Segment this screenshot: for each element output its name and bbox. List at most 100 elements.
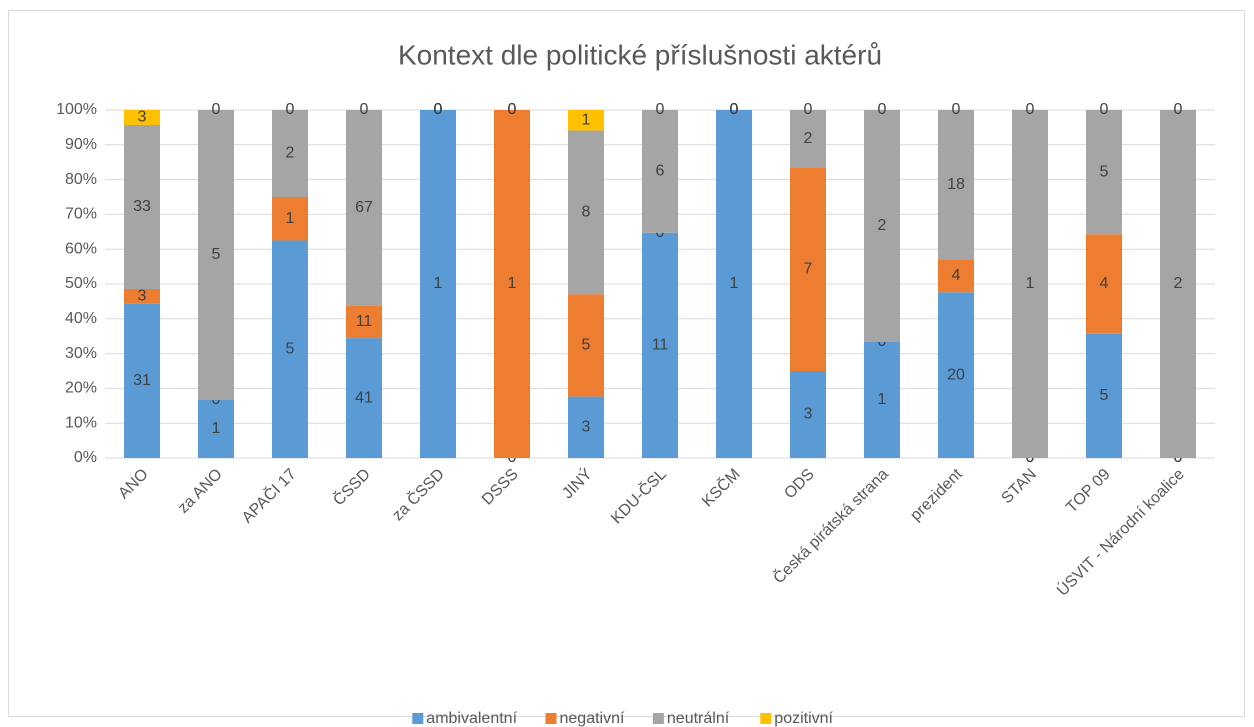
legend-swatch bbox=[545, 713, 557, 724]
bar-segment bbox=[124, 124, 160, 289]
data-label: 1 bbox=[286, 210, 295, 227]
data-label: 2 bbox=[878, 217, 887, 234]
data-label: 0 bbox=[952, 101, 961, 118]
data-label: 0 bbox=[212, 101, 221, 118]
data-label: 0 bbox=[360, 101, 369, 118]
data-label: 3 bbox=[582, 419, 591, 436]
data-label: 33 bbox=[133, 198, 151, 215]
bar-segment bbox=[124, 303, 160, 458]
data-label: 0 bbox=[730, 101, 739, 118]
bar-segment bbox=[790, 168, 826, 371]
data-label: 2 bbox=[286, 145, 295, 162]
y-tick-label: 70% bbox=[65, 206, 97, 223]
data-label: 1 bbox=[582, 111, 591, 128]
bar-segment bbox=[494, 110, 530, 458]
bar-segment bbox=[1160, 110, 1196, 458]
bar-segment bbox=[272, 240, 308, 458]
legend-swatch bbox=[760, 713, 772, 724]
bar-segment bbox=[568, 110, 604, 131]
data-label: 5 bbox=[1100, 387, 1109, 404]
y-tick-label: 80% bbox=[65, 171, 97, 188]
data-label: 0 bbox=[1100, 101, 1109, 118]
y-tick-label: 90% bbox=[65, 136, 97, 153]
data-label: 0 bbox=[286, 101, 295, 118]
data-label: 31 bbox=[133, 372, 151, 389]
data-label: 3 bbox=[804, 406, 813, 423]
data-label: 11 bbox=[652, 337, 669, 354]
data-label: 1 bbox=[434, 275, 443, 292]
bar-segment bbox=[346, 338, 382, 458]
data-label: 0 bbox=[508, 101, 517, 118]
bar-segment bbox=[568, 294, 604, 397]
legend-label: neutrální bbox=[667, 710, 730, 727]
data-label: 4 bbox=[1100, 275, 1109, 292]
data-label: 4 bbox=[952, 267, 961, 284]
bar-segment bbox=[642, 110, 678, 233]
bar-segment bbox=[346, 110, 382, 306]
chart-frame bbox=[8, 10, 1245, 717]
data-label: 5 bbox=[1100, 163, 1109, 180]
bar-segment bbox=[1086, 110, 1122, 235]
bar-segment bbox=[568, 130, 604, 295]
y-tick-label: 100% bbox=[56, 101, 97, 118]
bar-segment bbox=[1086, 333, 1122, 458]
data-label: 0 bbox=[730, 101, 739, 118]
bar-segment bbox=[864, 342, 900, 458]
data-label: 7 bbox=[804, 261, 813, 278]
bar-segment bbox=[420, 110, 456, 458]
data-label: 1 bbox=[508, 275, 517, 292]
y-tick-label: 20% bbox=[65, 380, 97, 397]
bar-segment bbox=[198, 400, 234, 458]
data-label: 6 bbox=[656, 163, 665, 180]
legend-label: ambivalentní bbox=[426, 710, 517, 727]
y-tick-label: 50% bbox=[65, 275, 97, 292]
data-label: 0 bbox=[434, 101, 443, 118]
data-label: 11 bbox=[356, 313, 373, 330]
bar-segment bbox=[124, 288, 160, 304]
data-label: 18 bbox=[947, 176, 965, 193]
y-tick-label: 60% bbox=[65, 240, 97, 257]
legend-label: negativní bbox=[560, 710, 625, 727]
data-label: 0 bbox=[656, 101, 665, 118]
data-label: 0 bbox=[804, 101, 813, 118]
y-tick-label: 40% bbox=[65, 310, 97, 327]
data-label: 0 bbox=[730, 101, 739, 118]
bar-segment bbox=[124, 110, 160, 125]
data-label: 20 bbox=[947, 366, 965, 383]
bar-segment bbox=[716, 110, 752, 458]
data-label: 3 bbox=[138, 288, 147, 305]
data-label: 1 bbox=[878, 391, 887, 408]
data-label: 1 bbox=[1026, 275, 1035, 292]
bar-segment bbox=[272, 110, 308, 197]
data-label: 2 bbox=[804, 130, 813, 147]
bar-segment bbox=[938, 259, 974, 293]
data-label: 8 bbox=[582, 204, 591, 221]
data-label: 0 bbox=[434, 101, 443, 118]
data-label: 1 bbox=[730, 275, 739, 292]
bar-segment bbox=[1086, 234, 1122, 334]
legend-swatch bbox=[412, 713, 424, 724]
bar-segment bbox=[568, 396, 604, 458]
bar-segment bbox=[864, 110, 900, 342]
data-label: 1 bbox=[212, 420, 221, 437]
bar-segment bbox=[790, 371, 826, 458]
bar-segment bbox=[346, 305, 382, 339]
data-label: 0 bbox=[1174, 101, 1183, 118]
data-label: 5 bbox=[286, 340, 295, 357]
data-label: 5 bbox=[212, 246, 221, 263]
data-label: 0 bbox=[434, 101, 443, 118]
data-label: 0 bbox=[1026, 101, 1035, 118]
data-label: 41 bbox=[355, 389, 373, 406]
data-label: 2 bbox=[1174, 275, 1183, 292]
bar-segment bbox=[938, 292, 974, 458]
bar-segment bbox=[272, 197, 308, 241]
bar-segment bbox=[938, 110, 974, 260]
bar-segment bbox=[790, 110, 826, 168]
legend-swatch bbox=[652, 713, 664, 724]
y-tick-label: 0% bbox=[74, 449, 97, 466]
legend-label: pozitivní bbox=[774, 710, 833, 727]
data-label: 0 bbox=[878, 101, 887, 118]
data-label: 5 bbox=[582, 337, 591, 354]
bar-segment bbox=[198, 110, 234, 400]
